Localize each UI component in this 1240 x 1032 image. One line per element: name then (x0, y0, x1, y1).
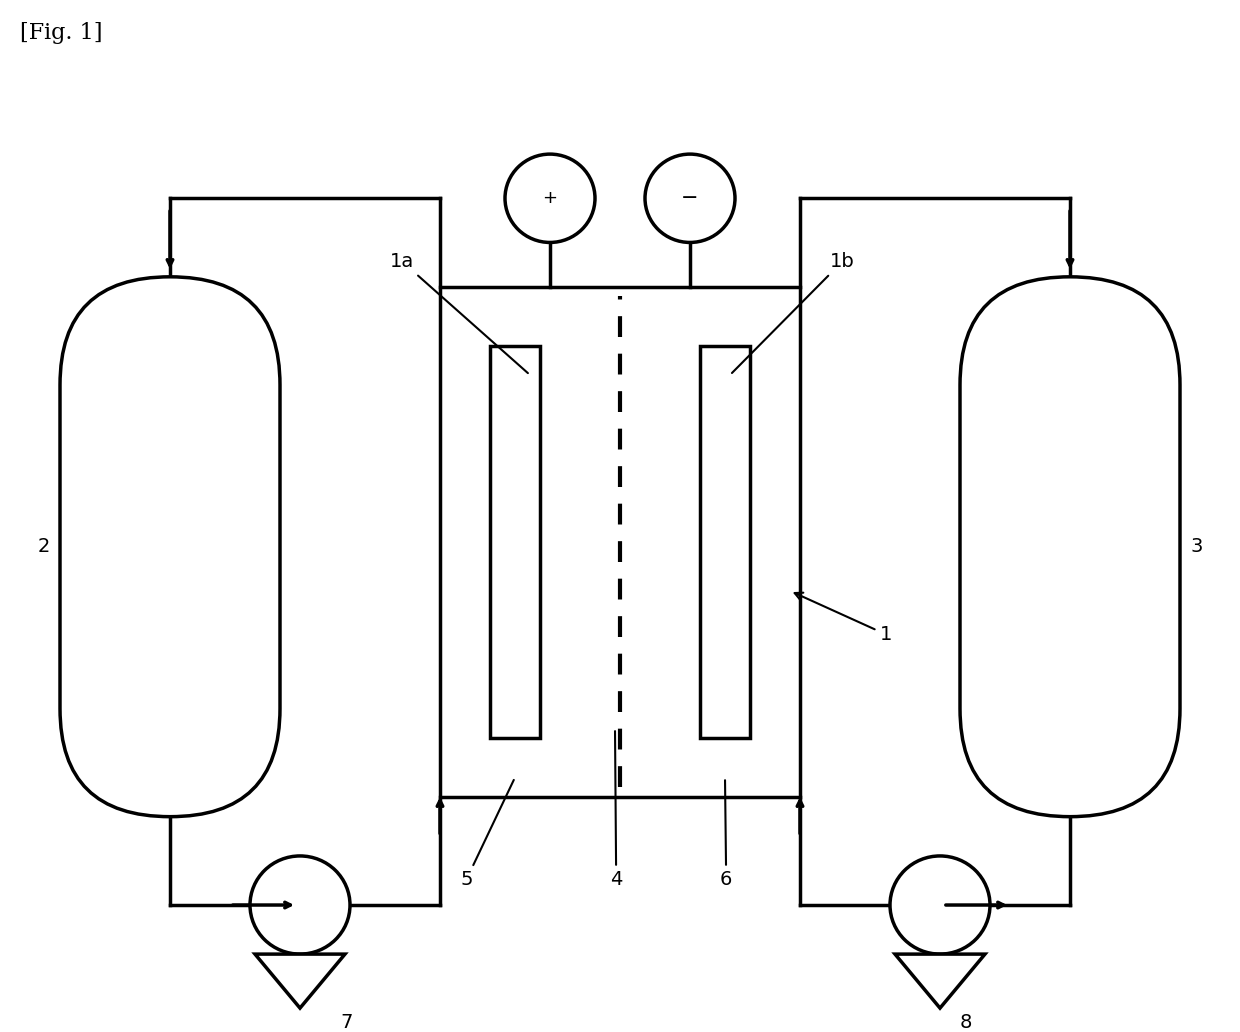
FancyBboxPatch shape (60, 277, 280, 816)
Text: 1b: 1b (732, 252, 854, 373)
Text: 1: 1 (795, 592, 893, 644)
Text: 1a: 1a (391, 252, 528, 374)
Text: 4: 4 (610, 731, 622, 890)
Text: +: + (543, 189, 558, 207)
Circle shape (505, 154, 595, 243)
Circle shape (645, 154, 735, 243)
Text: 7: 7 (340, 1013, 352, 1032)
Polygon shape (895, 955, 985, 1008)
Circle shape (250, 856, 350, 955)
Text: −: − (681, 188, 699, 208)
Bar (490, 346, 539, 738)
Text: 6: 6 (720, 780, 733, 890)
Bar (701, 346, 750, 738)
Circle shape (890, 856, 990, 955)
Text: 5: 5 (460, 780, 513, 890)
Bar (440, 287, 800, 797)
Text: 8: 8 (960, 1013, 972, 1032)
FancyBboxPatch shape (960, 277, 1180, 816)
Polygon shape (255, 955, 345, 1008)
Text: 3: 3 (1190, 538, 1203, 556)
Text: 2: 2 (37, 538, 50, 556)
Text: [Fig. 1]: [Fig. 1] (20, 22, 103, 43)
